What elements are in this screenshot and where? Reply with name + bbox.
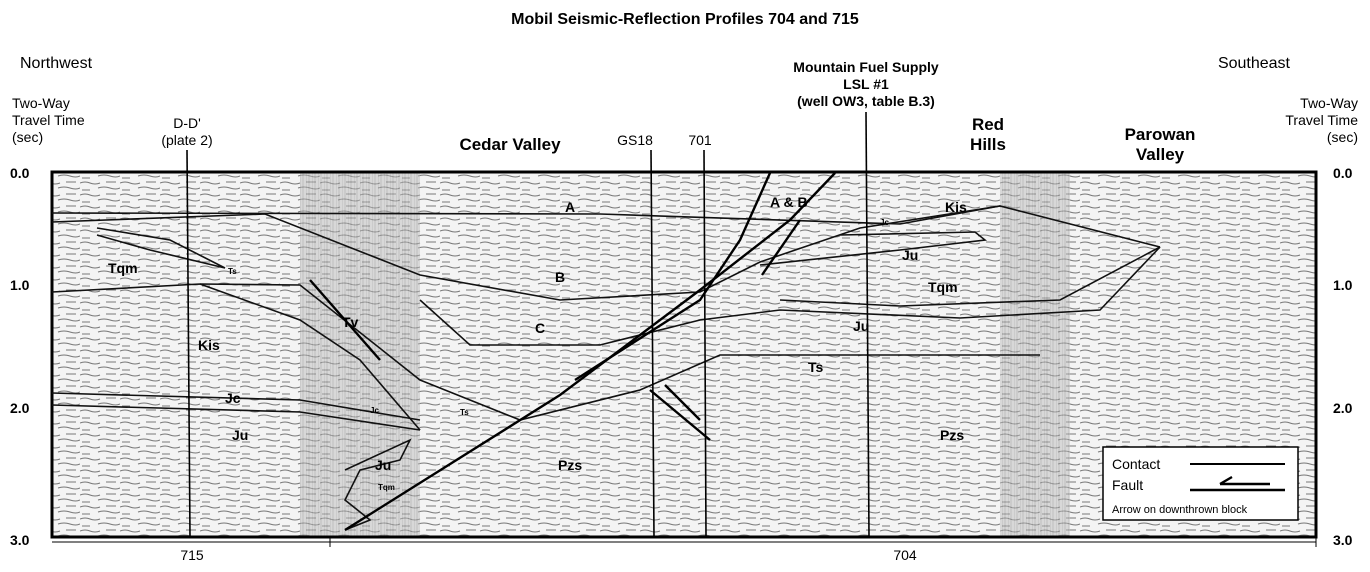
unit: Kis — [198, 337, 220, 353]
direction: Southeast — [1218, 55, 1291, 72]
legend-label: Fault — [1112, 477, 1143, 493]
unit: Jc — [880, 218, 889, 227]
unit: Ju — [232, 427, 248, 443]
verticals — [186, 111, 870, 538]
right-ticks: 0.0 1.0 2.0 3.0 — [1333, 165, 1353, 548]
unit: Jc — [225, 390, 241, 406]
axis-label: (sec) — [12, 129, 43, 145]
right-axis-label: Two-Way Travel Time (sec) — [1285, 95, 1358, 145]
dark-zone — [300, 172, 420, 537]
profile-line — [650, 149, 655, 538]
unit: C — [535, 320, 545, 336]
axis-label: Travel Time — [1285, 112, 1358, 128]
unit: Pzs — [940, 427, 964, 443]
left-axis-label: Two-Way Travel Time (sec) — [12, 95, 85, 145]
horizon — [51, 392, 421, 421]
left-ticks: 0.0 1.0 2.0 3.0 — [10, 165, 30, 548]
horizon — [51, 205, 1001, 301]
marker-label: (plate 2) — [161, 132, 212, 148]
axis-label: Two-Way — [12, 95, 70, 111]
horizon — [96, 227, 226, 269]
marker-label: 701 — [688, 132, 712, 148]
tick-label: 1.0 — [1333, 277, 1353, 293]
profile-label: 715 — [180, 547, 204, 563]
well-label: (well OW3, table B.3) — [797, 93, 935, 109]
title: Mobil Seismic-Reflection Profiles 704 an… — [511, 11, 859, 28]
place-label: Red — [972, 115, 1004, 134]
profile-line — [186, 149, 191, 538]
unit: Jc — [370, 406, 379, 415]
horizon — [51, 404, 421, 431]
horizon — [779, 246, 1161, 307]
fault — [761, 219, 801, 276]
legend: Contact Fault Arrow on downthrown block — [1102, 446, 1299, 521]
unit: Ts — [228, 267, 237, 276]
axis-label: Travel Time — [12, 112, 85, 128]
unit: Ju — [375, 457, 391, 473]
unit-labels: A A & B Jc Kis Ju B Tqm Ts Tqm Tv Kis C … — [108, 194, 967, 492]
tick-label: 3.0 — [10, 532, 30, 548]
unit: A & B — [770, 194, 808, 210]
faults — [309, 172, 836, 532]
axis-label: Two-Way — [1300, 95, 1358, 111]
tick-label: 2.0 — [10, 400, 30, 416]
legend-note: Arrow on downthrown block — [1112, 504, 1248, 516]
marker-label: GS18 — [617, 132, 653, 148]
legend-label: Contact — [1112, 456, 1160, 472]
marker-label: D-D' — [173, 115, 201, 131]
unit: A — [565, 199, 575, 215]
fault — [649, 384, 711, 441]
fault — [309, 279, 381, 361]
unit: Ju — [902, 247, 918, 263]
frame — [50, 170, 1318, 539]
well-label: LSL #1 — [843, 76, 889, 92]
horizon — [51, 283, 1040, 421]
unit: B — [555, 269, 565, 285]
well-label: Mountain Fuel Supply — [793, 59, 939, 75]
horizon — [51, 205, 1161, 248]
profile-line — [703, 149, 707, 538]
axis-label: (sec) — [1327, 129, 1358, 145]
profile-scale: 715 704 — [52, 537, 1317, 563]
horizon — [419, 246, 1161, 346]
profile-label: 704 — [893, 547, 917, 563]
place-label: Hills — [970, 135, 1006, 154]
tick-label: 0.0 — [10, 165, 30, 181]
unit: Tqm — [108, 260, 138, 276]
unit: Pzs — [558, 457, 582, 473]
place-label: Parowan — [1125, 125, 1196, 144]
horizon — [343, 438, 412, 531]
horizons — [51, 205, 1161, 531]
place-label: Valley — [1136, 145, 1185, 164]
unit: Ts — [808, 359, 824, 375]
horizon — [759, 231, 987, 266]
place-label: Cedar Valley — [459, 135, 561, 154]
unit: Ju — [853, 318, 869, 334]
tick-label: 2.0 — [1333, 400, 1353, 416]
fault — [574, 172, 772, 382]
unit: Tv — [342, 314, 359, 330]
unit: Kis — [945, 199, 967, 215]
fault — [344, 172, 836, 532]
horizon — [199, 283, 421, 431]
unit: Ts — [460, 408, 469, 417]
legend-swatch — [1190, 475, 1285, 492]
unit: Tqm — [928, 279, 958, 295]
tick-label: 1.0 — [10, 277, 30, 293]
unit: Tqm — [378, 483, 395, 492]
well-line — [865, 111, 870, 538]
tick-label: 0.0 — [1333, 165, 1353, 181]
tick-label: 3.0 — [1333, 532, 1353, 548]
direction: Northwest — [20, 55, 93, 72]
